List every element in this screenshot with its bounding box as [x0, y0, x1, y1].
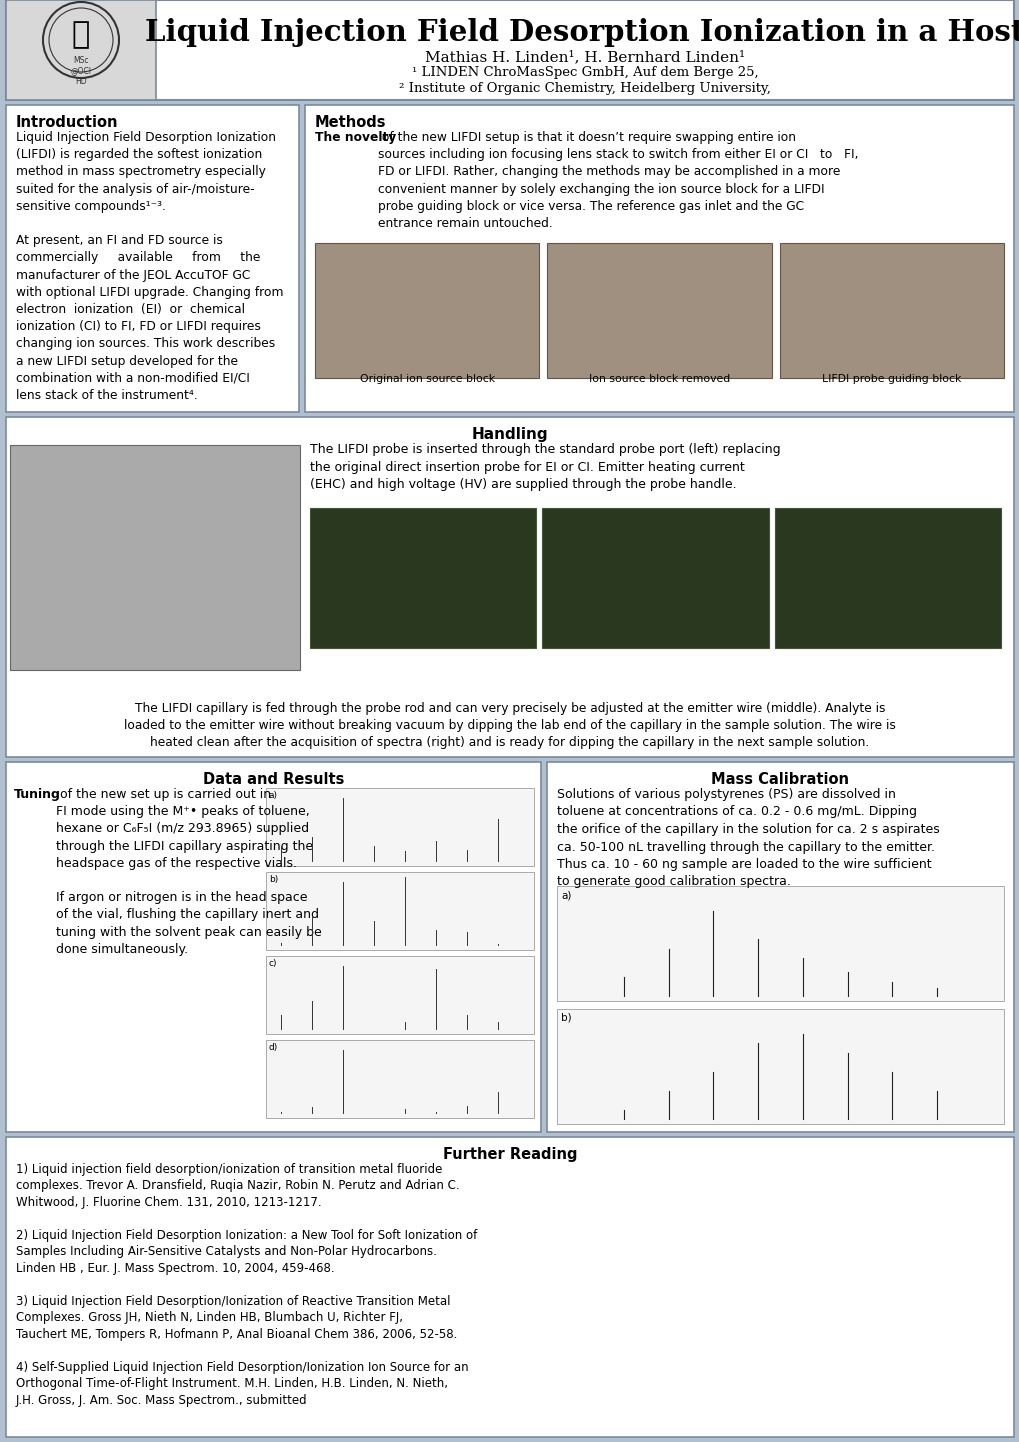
Text: Mathias H. Linden¹, H. Bernhard Linden¹: Mathias H. Linden¹, H. Bernhard Linden¹ [425, 50, 744, 63]
Bar [6, 105, 299, 412]
Bar [6, 761, 540, 1132]
Text: b): b) [269, 875, 278, 884]
Text: a): a) [269, 792, 278, 800]
Bar [6, 0, 156, 99]
Text: a): a) [560, 890, 571, 900]
Text: Solutions of various polystyrenes (PS) are dissolved in
toluene at concentration: Solutions of various polystyrenes (PS) a… [556, 787, 938, 888]
Text: 4) Self-Supplied Liquid Injection Field Desorption/Ionization Ion Source for an
: 4) Self-Supplied Liquid Injection Field … [16, 1361, 468, 1407]
Text: of the new set up is carried out in
FI mode using the M⁺• peaks of toluene,
hexa: of the new set up is carried out in FI m… [56, 787, 321, 956]
Text: The LIFDI capillary is fed through the probe rod and can very precisely be adjus: The LIFDI capillary is fed through the p… [124, 702, 895, 748]
Text: 🏛: 🏛 [71, 20, 90, 49]
Bar [6, 417, 1013, 757]
Text: Liquid Injection Field Desorption Ionization
(LIFDI) is regarded the softest ion: Liquid Injection Field Desorption Ioniza… [16, 131, 283, 402]
Bar [556, 1009, 1003, 1123]
Text: Methods: Methods [315, 115, 386, 130]
Text: 1) Liquid injection field desorption/ionization of transition metal fluoride
com: 1) Liquid injection field desorption/ion… [16, 1164, 460, 1208]
Text: d): d) [269, 1043, 278, 1053]
Text: c): c) [269, 959, 277, 968]
Bar [266, 787, 534, 867]
Text: MSc
@OCI
HD: MSc @OCI HD [70, 56, 92, 87]
Text: ¹ LINDEN ChroMasSpec GmbH, Auf dem Berge 25,: ¹ LINDEN ChroMasSpec GmbH, Auf dem Berge… [412, 66, 757, 79]
Bar [310, 508, 536, 647]
Bar [779, 244, 1003, 378]
Text: of the new LIFDI setup is that it doesn’t require swapping entire ion
sources in: of the new LIFDI setup is that it doesn’… [378, 131, 858, 231]
Bar [547, 244, 771, 378]
Text: 3) Liquid Injection Field Desorption/Ionization of Reactive Transition Metal
Com: 3) Liquid Injection Field Desorption/Ion… [16, 1295, 457, 1341]
Text: LIFDI probe guiding block: LIFDI probe guiding block [821, 373, 961, 384]
Text: Original ion source block: Original ion source block [360, 373, 494, 384]
Bar [305, 105, 1013, 412]
Bar [6, 1136, 1013, 1438]
Text: Introduction: Introduction [16, 115, 118, 130]
Text: 2) Liquid Injection Field Desorption Ionization: a New Tool for Soft Ionization : 2) Liquid Injection Field Desorption Ion… [16, 1229, 477, 1275]
Bar [773, 508, 1000, 647]
Text: Liquid Injection Field Desorption Ionization in a Host: Liquid Injection Field Desorption Ioniza… [145, 17, 1019, 48]
Text: Data and Results: Data and Results [203, 771, 343, 787]
Text: Handling: Handling [471, 427, 548, 443]
Text: Ion source block removed: Ion source block removed [588, 373, 730, 384]
Bar [266, 872, 534, 950]
Bar [546, 761, 1013, 1132]
Text: ² Institute of Organic Chemistry, Heidelberg University,: ² Institute of Organic Chemistry, Heidel… [398, 82, 770, 95]
Text: The LIFDI probe is inserted through the standard probe port (left) replacing
the: The LIFDI probe is inserted through the … [310, 443, 780, 490]
Text: Mass Calibration: Mass Calibration [711, 771, 849, 787]
Text: The novelty: The novelty [315, 131, 395, 144]
Bar [315, 244, 539, 378]
Bar [556, 885, 1003, 1001]
Text: Tuning: Tuning [14, 787, 61, 800]
Text: b): b) [560, 1012, 571, 1022]
Bar [266, 1040, 534, 1118]
Bar [10, 446, 300, 671]
Text: Further Reading: Further Reading [442, 1146, 577, 1162]
Bar [542, 508, 768, 647]
Bar [6, 0, 1013, 99]
Bar [266, 956, 534, 1034]
